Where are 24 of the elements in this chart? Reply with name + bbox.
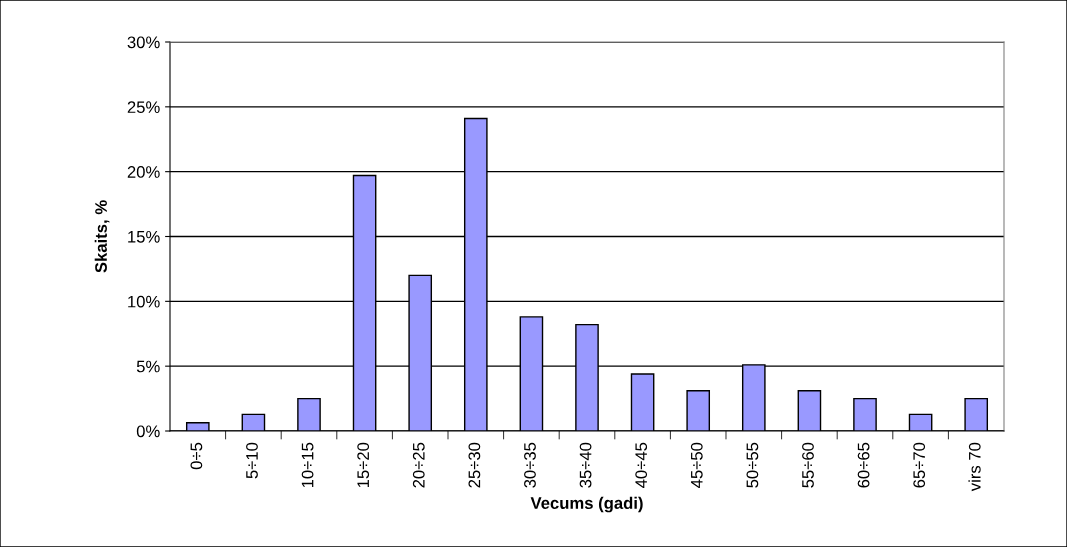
y-axis-title: Skaits, % xyxy=(94,200,110,273)
y-tick-label: 0% xyxy=(136,425,160,438)
x-tick-label: 35÷40 xyxy=(579,442,592,488)
x-tick-label: 15÷20 xyxy=(357,442,370,488)
x-tick-label: 5÷10 xyxy=(246,442,258,479)
x-tick-label: 55÷60 xyxy=(802,442,814,488)
x-tick-label: 30÷35 xyxy=(524,442,536,488)
x-tick-label: 50÷55 xyxy=(746,442,759,488)
x-tick-label: 65÷70 xyxy=(913,442,926,488)
y-tick-label: 30% xyxy=(127,36,160,49)
y-tick-label: 25% xyxy=(127,101,160,114)
x-tick-label: 25÷30 xyxy=(468,442,481,488)
x-tick-label: 10÷15 xyxy=(301,442,314,488)
y-tick-label: 20% xyxy=(127,166,160,178)
y-tick-label: 5% xyxy=(136,360,160,373)
x-axis-title: Vecums (gadi) xyxy=(530,496,643,513)
x-tick-label: 60÷65 xyxy=(857,442,870,488)
x-tick-label: 0÷5 xyxy=(190,442,203,470)
x-tick-label: virs 70 xyxy=(968,442,981,492)
x-tick-label: 45÷50 xyxy=(690,442,703,488)
x-tick-label: 20÷25 xyxy=(412,442,425,488)
x-tick-label: 40÷45 xyxy=(635,442,648,488)
y-tick-label: 10% xyxy=(128,295,160,308)
y-tick-label: 15% xyxy=(128,230,160,243)
